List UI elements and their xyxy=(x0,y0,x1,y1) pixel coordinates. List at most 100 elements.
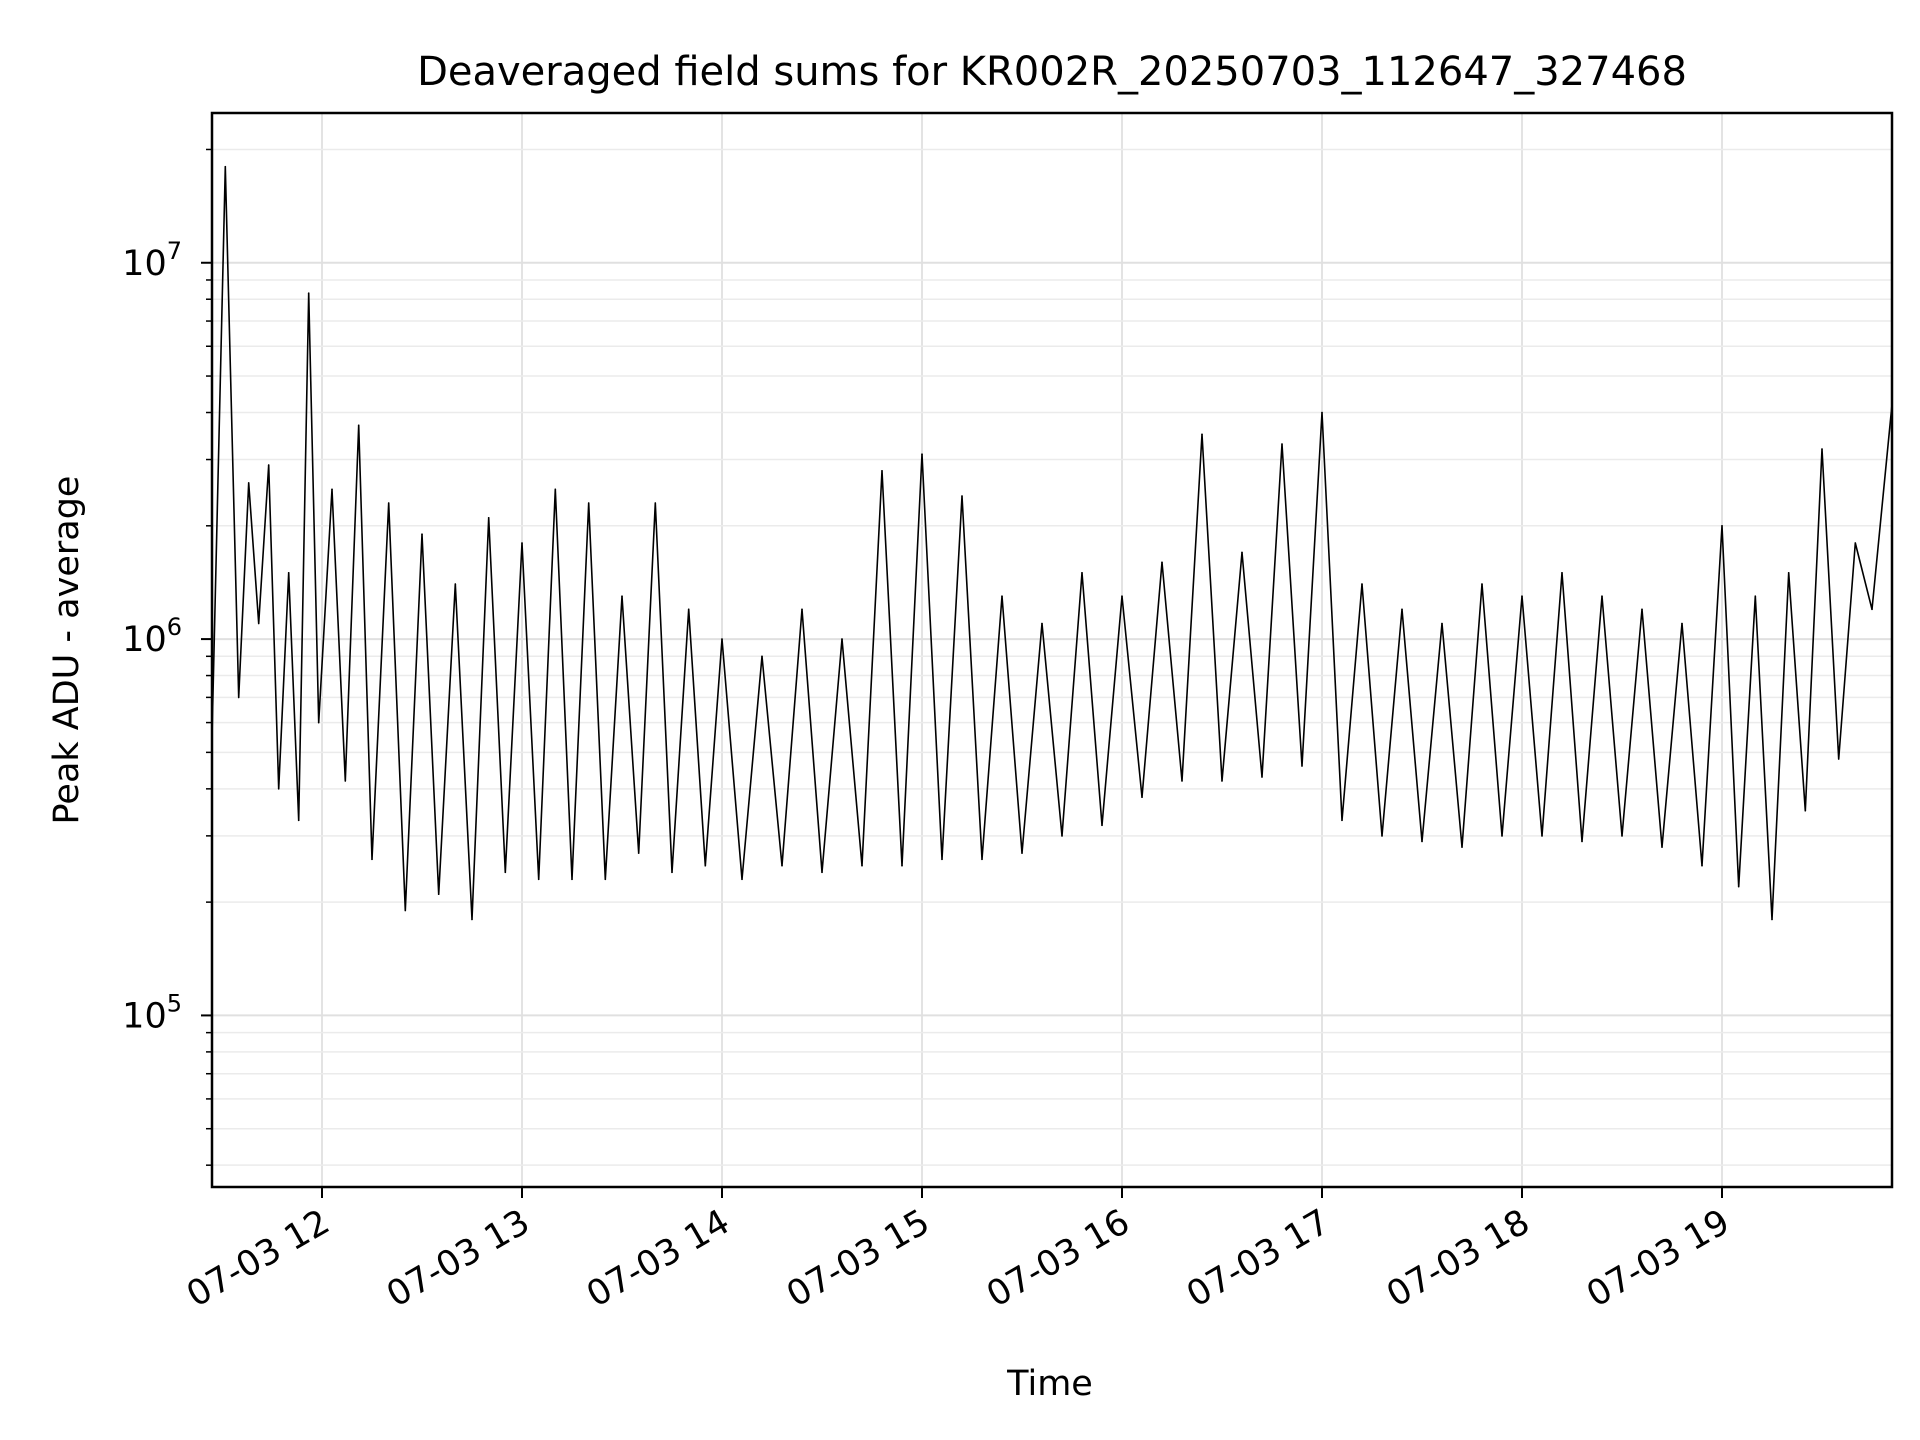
data-point xyxy=(404,909,407,912)
data-point xyxy=(1754,595,1757,597)
data-point xyxy=(521,542,523,544)
y-tick-base: 10 xyxy=(122,620,167,660)
data-point xyxy=(421,533,423,535)
data-point xyxy=(344,780,347,782)
data-point xyxy=(1787,572,1790,574)
data-point xyxy=(287,572,290,574)
data-point xyxy=(704,864,707,867)
data-point xyxy=(554,488,557,491)
data-point xyxy=(267,464,270,466)
data-point xyxy=(654,502,657,504)
y-tick-label: 106 xyxy=(122,613,182,660)
data-point xyxy=(1021,852,1023,854)
data-point xyxy=(637,852,640,854)
data-point xyxy=(1581,840,1583,843)
data-point xyxy=(504,871,507,874)
data-point xyxy=(277,788,280,790)
data-point xyxy=(841,638,843,640)
data-point xyxy=(1041,622,1043,625)
data-point xyxy=(901,864,903,867)
data-point xyxy=(387,502,390,504)
data-point xyxy=(721,638,723,640)
data-point xyxy=(1321,411,1323,414)
data-point xyxy=(687,608,690,611)
data-point xyxy=(671,871,673,874)
data-point xyxy=(1501,835,1503,837)
data-point xyxy=(1737,885,1740,888)
data-point xyxy=(357,424,360,427)
data-point xyxy=(307,292,310,295)
data-point xyxy=(1441,622,1443,625)
data-point xyxy=(981,858,983,861)
data-point xyxy=(1161,561,1163,564)
data-point xyxy=(1221,780,1223,782)
data-point xyxy=(861,864,863,867)
chart-title: Deaveraged field sums for KR002R_2025070… xyxy=(417,49,1687,95)
data-point xyxy=(1421,840,1423,843)
plot-frame xyxy=(210,111,1894,1189)
data-point xyxy=(781,864,783,867)
data-point xyxy=(1401,608,1403,611)
data-point xyxy=(1241,551,1243,554)
data-point xyxy=(1561,572,1563,574)
data-point xyxy=(1681,622,1683,625)
data-point xyxy=(1871,608,1873,611)
data-point xyxy=(587,502,590,504)
data-point xyxy=(1601,595,1603,597)
data-point xyxy=(1837,758,1840,760)
data-point xyxy=(257,622,260,625)
data-point xyxy=(921,453,923,456)
data-point xyxy=(1721,525,1723,527)
y-tick-base: 10 xyxy=(122,244,167,284)
y-tick-exponent: 6 xyxy=(167,613,182,641)
data-point xyxy=(1261,776,1263,778)
data-point xyxy=(1771,918,1773,921)
y-tick-exponent: 7 xyxy=(167,237,182,265)
data-point xyxy=(761,655,763,658)
data-point xyxy=(1461,846,1463,848)
series-line xyxy=(211,165,1893,921)
data-point xyxy=(741,878,743,881)
y-tick-label: 107 xyxy=(122,237,182,284)
data-point xyxy=(1301,765,1303,767)
data-point xyxy=(1281,443,1283,445)
data-point xyxy=(941,858,943,861)
data-point xyxy=(454,583,457,585)
data-point xyxy=(1661,846,1663,848)
data-point xyxy=(1201,433,1203,436)
data-point xyxy=(1061,835,1063,837)
data-point xyxy=(571,878,573,881)
data-point xyxy=(1854,542,1857,544)
data-point xyxy=(331,488,333,491)
data-point xyxy=(471,918,473,921)
data-point xyxy=(1804,809,1807,812)
data-point xyxy=(224,165,227,168)
data-point xyxy=(801,608,803,611)
y-tick-label: 105 xyxy=(122,989,182,1036)
data-point xyxy=(437,893,440,895)
data-point xyxy=(487,517,490,519)
data-point xyxy=(1361,583,1363,585)
data-point xyxy=(247,482,250,484)
y-axis-label: Peak ADU - average xyxy=(47,476,87,825)
y-tick-base: 10 xyxy=(122,996,167,1036)
data-point xyxy=(297,819,300,822)
data-point xyxy=(1541,835,1543,837)
data-point xyxy=(1101,824,1103,827)
y-tick-exponent: 5 xyxy=(167,989,182,1017)
data-point xyxy=(537,878,540,881)
data-point xyxy=(961,495,963,497)
data-point xyxy=(1181,780,1183,782)
data-point xyxy=(1521,595,1523,597)
data-point xyxy=(317,721,320,724)
data-point xyxy=(1641,608,1643,611)
data-point xyxy=(1141,796,1143,798)
data-point xyxy=(1341,819,1343,822)
data-point xyxy=(1381,835,1383,837)
data-point xyxy=(1481,583,1483,585)
data-point xyxy=(1701,864,1703,867)
data-point xyxy=(1081,572,1083,574)
x-axis-label: Time xyxy=(1006,1364,1093,1404)
